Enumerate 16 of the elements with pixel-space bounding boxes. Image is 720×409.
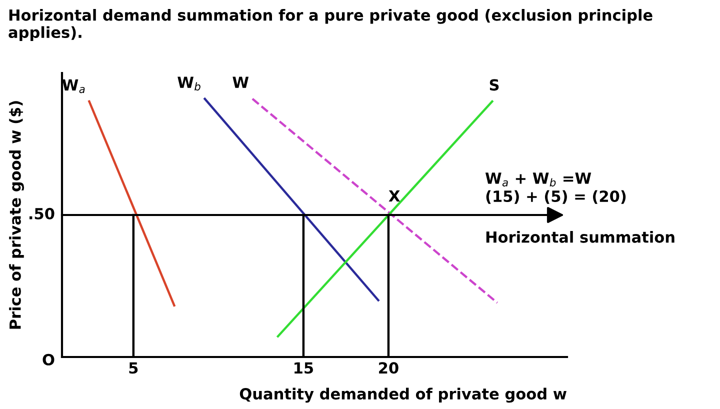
x-tick-label: 15 xyxy=(294,362,314,374)
x-tick-label: 20 xyxy=(379,362,398,374)
annotation: Horizontal summation xyxy=(486,231,674,243)
text: O xyxy=(42,354,54,366)
series-label: W$_{a}$ xyxy=(62,79,85,94)
text: .50 xyxy=(29,208,54,220)
chart-title: Horizontal demand summation for a pure private good (exclusion principle applies). xyxy=(8,9,652,42)
annotation: X xyxy=(388,190,400,202)
annotation: (15) + (5) = (20) xyxy=(486,190,626,204)
series-label: S xyxy=(490,79,499,91)
annotation: W$_{a}$ + W$_{b}$ =W xyxy=(485,172,592,186)
x-axis-title: Quantity demanded of private good w xyxy=(240,388,566,403)
y-axis-title: Price of private good w ($) xyxy=(9,101,24,329)
series-label: W xyxy=(232,76,249,88)
series-label: W$_{b}$ xyxy=(178,76,200,91)
x-tick-label: 5 xyxy=(129,362,138,374)
